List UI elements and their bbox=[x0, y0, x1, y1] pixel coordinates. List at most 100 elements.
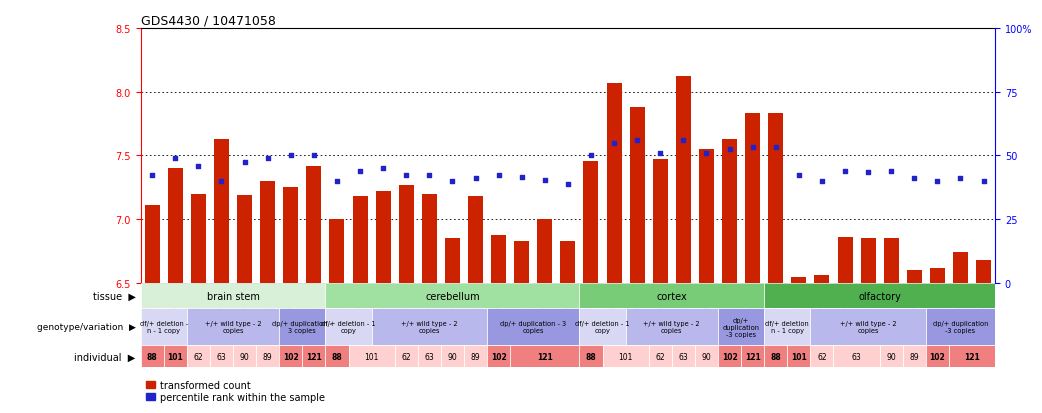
Point bbox=[605, 140, 622, 147]
Bar bbox=[141, 283, 325, 309]
Text: 90: 90 bbox=[701, 352, 712, 361]
Point bbox=[514, 174, 530, 181]
Text: tissue  ▶: tissue ▶ bbox=[93, 291, 135, 301]
Text: olfactory: olfactory bbox=[859, 291, 901, 301]
Point bbox=[375, 166, 392, 172]
Text: 88: 88 bbox=[331, 352, 343, 361]
Bar bbox=[325, 283, 579, 309]
Bar bbox=[953, 253, 968, 283]
Bar bbox=[348, 345, 395, 368]
Text: 101: 101 bbox=[365, 352, 379, 361]
Text: df/+ deletion - 1
copy: df/+ deletion - 1 copy bbox=[575, 320, 629, 334]
Text: cortex: cortex bbox=[656, 291, 687, 301]
Text: cerebellum: cerebellum bbox=[425, 291, 479, 301]
Bar bbox=[584, 161, 598, 283]
Bar bbox=[256, 345, 279, 368]
Point bbox=[282, 153, 299, 159]
Bar bbox=[302, 345, 325, 368]
Point bbox=[905, 176, 922, 182]
Point bbox=[305, 153, 322, 159]
Point bbox=[467, 176, 483, 182]
Bar bbox=[561, 241, 575, 283]
Text: 88: 88 bbox=[770, 352, 782, 361]
Point bbox=[144, 172, 160, 178]
Bar bbox=[468, 197, 483, 283]
Text: 89: 89 bbox=[263, 352, 273, 361]
Text: 63: 63 bbox=[678, 352, 688, 361]
Bar bbox=[834, 345, 879, 368]
Point bbox=[537, 177, 553, 183]
Point bbox=[767, 144, 784, 150]
Bar bbox=[902, 345, 926, 368]
Point bbox=[814, 178, 830, 185]
Text: 102: 102 bbox=[722, 352, 738, 361]
Text: 62: 62 bbox=[401, 352, 411, 361]
Text: genotype/variation  ▶: genotype/variation ▶ bbox=[36, 323, 135, 332]
Text: 62: 62 bbox=[655, 352, 665, 361]
Bar bbox=[214, 140, 229, 283]
Text: df/+ deletion -
n - 1 copy: df/+ deletion - n - 1 copy bbox=[140, 320, 188, 334]
Bar bbox=[283, 188, 298, 283]
Bar bbox=[487, 345, 511, 368]
Bar bbox=[306, 166, 321, 283]
Text: 62: 62 bbox=[817, 352, 826, 361]
Bar bbox=[141, 345, 164, 368]
Point bbox=[259, 155, 276, 162]
Legend: transformed count, percentile rank within the sample: transformed count, percentile rank withi… bbox=[146, 380, 325, 402]
Point bbox=[582, 153, 599, 159]
Bar bbox=[838, 237, 852, 283]
Text: 121: 121 bbox=[306, 352, 322, 361]
Bar bbox=[418, 345, 441, 368]
Bar bbox=[141, 309, 187, 345]
Bar bbox=[325, 345, 348, 368]
Bar bbox=[209, 345, 233, 368]
Text: dp/+ duplication
-3 copies: dp/+ duplication -3 copies bbox=[933, 320, 988, 334]
Point bbox=[675, 138, 692, 144]
Bar bbox=[718, 309, 764, 345]
Bar bbox=[399, 185, 414, 283]
Bar bbox=[395, 345, 418, 368]
Point bbox=[791, 172, 808, 178]
Bar bbox=[487, 309, 579, 345]
Bar bbox=[629, 108, 645, 283]
Point bbox=[214, 178, 230, 185]
Bar bbox=[764, 283, 995, 309]
Bar bbox=[722, 140, 737, 283]
Bar bbox=[602, 345, 649, 368]
Point bbox=[652, 150, 669, 157]
Text: 90: 90 bbox=[448, 352, 457, 361]
Bar bbox=[187, 309, 279, 345]
Bar bbox=[676, 77, 691, 283]
Text: GDS4430 / 10471058: GDS4430 / 10471058 bbox=[141, 15, 275, 28]
Bar bbox=[788, 345, 811, 368]
Bar bbox=[625, 309, 718, 345]
Text: dp/+ duplication -
3 copies: dp/+ duplication - 3 copies bbox=[272, 320, 332, 334]
Text: individual  ▶: individual ▶ bbox=[74, 351, 135, 361]
Bar bbox=[538, 220, 552, 283]
Bar bbox=[260, 182, 275, 283]
Point bbox=[744, 144, 761, 150]
Point bbox=[929, 178, 946, 185]
Bar bbox=[579, 309, 625, 345]
Bar bbox=[926, 309, 995, 345]
Bar bbox=[811, 345, 834, 368]
Bar bbox=[764, 345, 788, 368]
Bar bbox=[884, 239, 898, 283]
Bar bbox=[926, 345, 949, 368]
Bar bbox=[745, 114, 761, 283]
Point bbox=[190, 163, 206, 170]
Text: 90: 90 bbox=[240, 352, 249, 361]
Bar bbox=[976, 261, 991, 283]
Text: 63: 63 bbox=[851, 352, 862, 361]
Text: 121: 121 bbox=[964, 352, 979, 361]
Bar bbox=[695, 345, 718, 368]
Point bbox=[328, 178, 345, 185]
Text: 121: 121 bbox=[745, 352, 761, 361]
Point bbox=[628, 138, 645, 144]
Text: 90: 90 bbox=[887, 352, 896, 361]
Text: 101: 101 bbox=[168, 352, 183, 361]
Text: 102: 102 bbox=[929, 352, 945, 361]
Text: 89: 89 bbox=[471, 352, 480, 361]
Bar bbox=[164, 345, 187, 368]
Point bbox=[837, 168, 853, 175]
